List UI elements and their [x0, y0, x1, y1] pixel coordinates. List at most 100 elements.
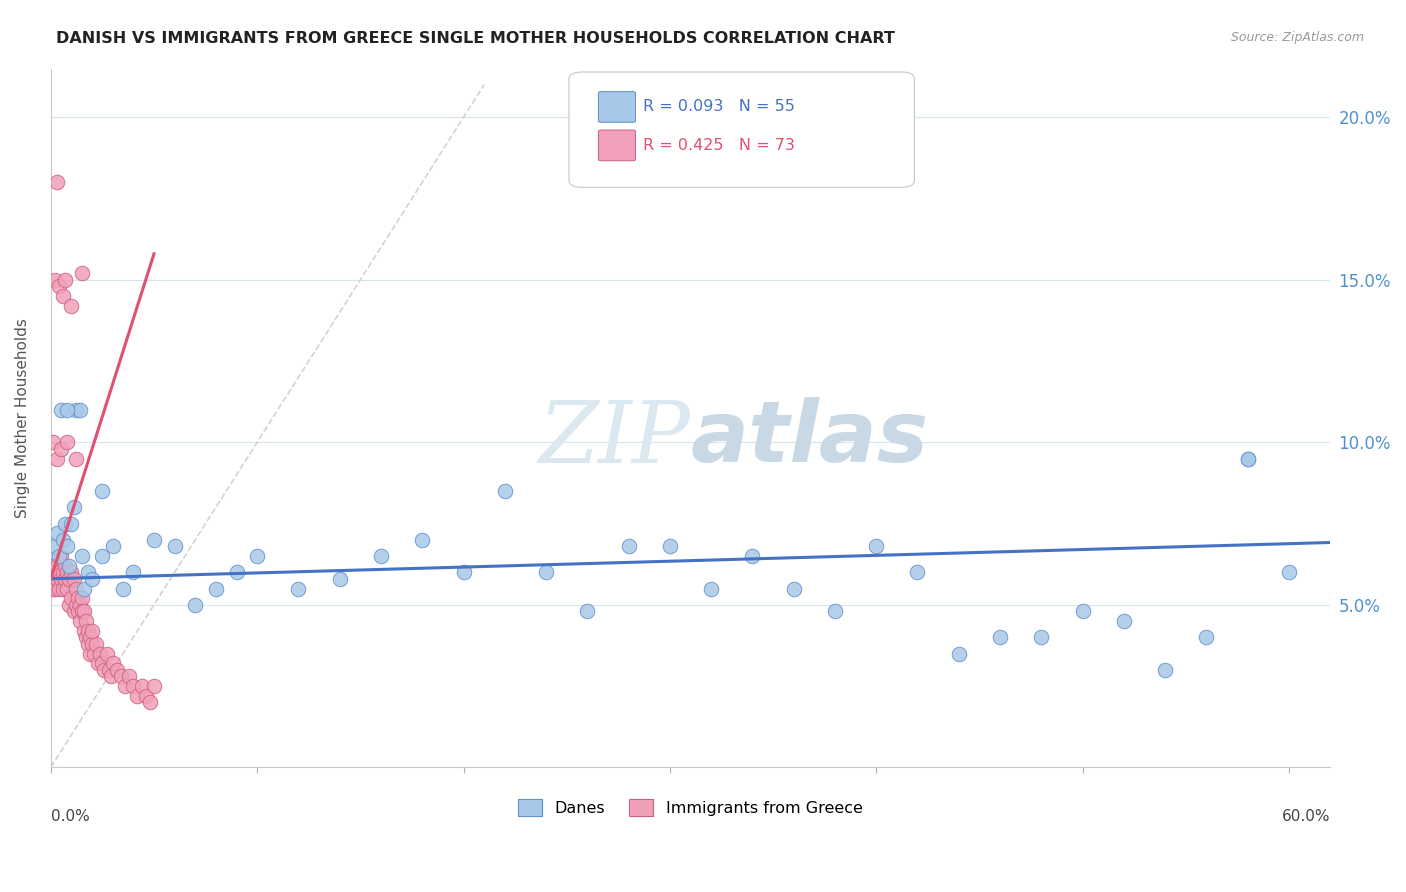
Point: [65, 402, 87, 417]
Y-axis label: Single Mother Households: Single Mother Households: [15, 318, 30, 518]
Point: [66, 591, 89, 606]
Point: [988, 630, 1011, 644]
Point: [658, 539, 681, 553]
Point: [100, 669, 122, 683]
Point: [46, 572, 69, 586]
Point: [112, 582, 135, 596]
Point: [56, 435, 79, 450]
Point: [60, 516, 83, 531]
Point: [52, 582, 75, 596]
Point: [114, 679, 136, 693]
Point: [42, 435, 65, 450]
Point: [52, 289, 75, 303]
Point: [44, 582, 66, 596]
Point: [741, 549, 763, 563]
Text: DANISH VS IMMIGRANTS FROM GREECE SINGLE MOTHER HOUSEHOLDS CORRELATION CHART: DANISH VS IMMIGRANTS FROM GREECE SINGLE …: [56, 31, 896, 46]
Point: [163, 539, 186, 553]
Point: [93, 663, 115, 677]
Point: [44, 566, 66, 580]
Point: [79, 630, 101, 644]
Point: [48, 279, 70, 293]
Point: [82, 572, 104, 586]
Point: [907, 566, 929, 580]
FancyBboxPatch shape: [569, 72, 914, 187]
Legend: Danes, Immigrants from Greece: Danes, Immigrants from Greece: [512, 793, 869, 822]
Point: [370, 549, 392, 563]
Point: [69, 402, 91, 417]
Point: [60, 566, 83, 580]
Point: [46, 526, 69, 541]
Text: 60.0%: 60.0%: [1282, 809, 1330, 824]
Point: [70, 604, 93, 618]
Point: [62, 604, 84, 618]
Point: [65, 451, 87, 466]
Point: [60, 299, 83, 313]
Point: [73, 624, 96, 638]
Point: [1278, 566, 1301, 580]
Point: [139, 695, 162, 709]
Point: [91, 657, 114, 671]
Point: [58, 558, 80, 573]
Point: [782, 582, 804, 596]
Point: [69, 598, 91, 612]
Point: [101, 657, 124, 671]
FancyBboxPatch shape: [599, 92, 636, 122]
Point: [84, 637, 107, 651]
Point: [70, 591, 93, 606]
Point: [225, 566, 247, 580]
Point: [49, 442, 72, 456]
Text: R = 0.425   N = 73: R = 0.425 N = 73: [643, 138, 794, 153]
Point: [48, 582, 70, 596]
Text: ZIP: ZIP: [538, 398, 690, 480]
Point: [49, 572, 72, 586]
Point: [82, 624, 104, 638]
Point: [44, 273, 66, 287]
Point: [60, 591, 83, 606]
Point: [122, 679, 145, 693]
Text: atlas: atlas: [690, 397, 928, 481]
Point: [53, 558, 76, 573]
Point: [1031, 630, 1053, 644]
Point: [49, 549, 72, 563]
Point: [56, 402, 79, 417]
Point: [865, 539, 887, 553]
Point: [53, 516, 76, 531]
Point: [131, 679, 153, 693]
Point: [96, 647, 118, 661]
Point: [1154, 663, 1177, 677]
Point: [73, 582, 96, 596]
Point: [91, 549, 114, 563]
Point: [77, 624, 100, 638]
Point: [1071, 604, 1094, 618]
Point: [118, 669, 141, 683]
Point: [52, 533, 75, 547]
Point: [411, 533, 433, 547]
Point: [143, 533, 166, 547]
Point: [52, 566, 75, 580]
Point: [700, 582, 723, 596]
Point: [49, 402, 72, 417]
Point: [1236, 451, 1258, 466]
Point: [135, 689, 157, 703]
Point: [70, 266, 93, 280]
Point: [205, 582, 228, 596]
Point: [1236, 451, 1258, 466]
Point: [453, 566, 475, 580]
Point: [53, 572, 76, 586]
Point: [741, 159, 763, 173]
Point: [287, 582, 309, 596]
Point: [105, 663, 128, 677]
Point: [46, 451, 69, 466]
Point: [58, 572, 80, 586]
Point: [56, 582, 79, 596]
Point: [824, 604, 846, 618]
Point: [534, 566, 557, 580]
Point: [110, 669, 132, 683]
Point: [56, 566, 79, 580]
Point: [87, 657, 110, 671]
Point: [122, 566, 145, 580]
Point: [69, 614, 91, 628]
Point: [329, 572, 352, 586]
Point: [62, 572, 84, 586]
FancyBboxPatch shape: [599, 130, 636, 161]
